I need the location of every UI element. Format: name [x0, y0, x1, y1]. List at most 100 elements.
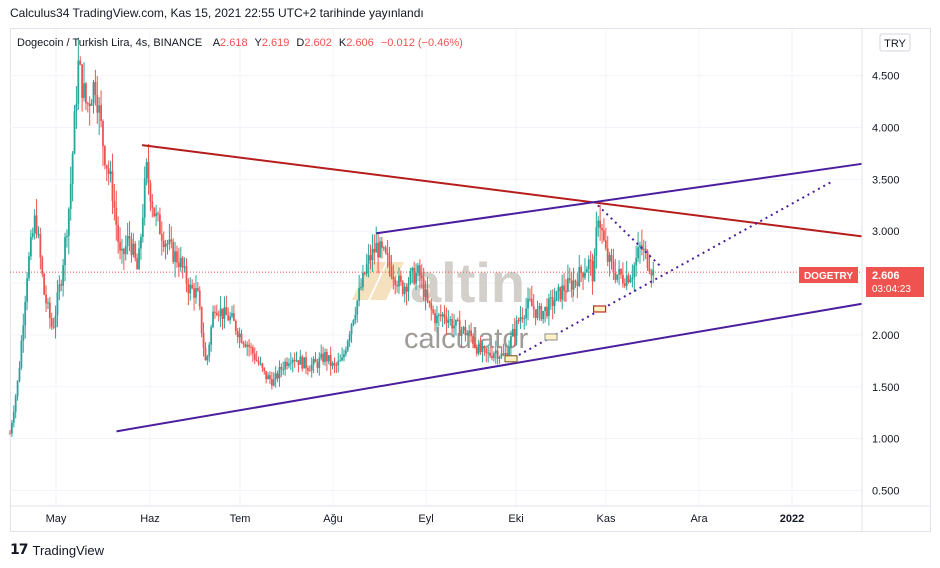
candle-body — [443, 314, 446, 318]
candle-body — [94, 82, 97, 95]
currency-label: TRY — [884, 38, 906, 50]
publish-line: Calculus34 TradingView.com, Kas 15, 2021… — [10, 6, 424, 20]
footer[interactable]: 17 TradingView — [10, 542, 104, 558]
candle-body — [449, 319, 452, 321]
candle-body — [379, 241, 381, 258]
candle-body — [117, 224, 120, 242]
candle-body — [642, 248, 645, 250]
chart-frame[interactable] — [10, 28, 931, 532]
svg-text:Dogecoin / Turkish Lira, 4s, B: Dogecoin / Turkish Lira, 4s, BINANCE A2.… — [17, 37, 463, 49]
candle-body — [301, 356, 304, 369]
candle-body — [417, 265, 419, 273]
candle-body — [85, 83, 87, 104]
candle-body — [394, 279, 397, 286]
candle-body — [217, 314, 220, 316]
candle-body — [177, 262, 180, 268]
candle-body — [388, 255, 391, 267]
time-axis[interactable]: May Haz Tem Ağu Eyl Eki Kas Ara 2022 — [10, 505, 930, 525]
legend-close-label: K — [339, 37, 347, 49]
upper-channel-line[interactable] — [376, 162, 863, 235]
candle-body — [299, 356, 302, 365]
candle-body — [553, 300, 556, 306]
candle-body — [22, 325, 25, 341]
lower-channel-line[interactable] — [116, 302, 863, 433]
candle-body — [595, 227, 598, 256]
legend-change: −0.012 (−0.46%) — [381, 37, 463, 49]
candle-body — [430, 303, 433, 310]
candle-body — [122, 248, 125, 255]
candle-body — [10, 422, 13, 434]
candle-body — [333, 363, 336, 365]
candle-body — [523, 318, 526, 320]
candle-body — [238, 333, 241, 338]
candle-body — [555, 291, 558, 301]
candle-body — [14, 396, 17, 412]
candle-body — [41, 257, 44, 274]
candle-body — [329, 355, 332, 366]
candle-body — [434, 313, 436, 324]
candle-body — [196, 288, 199, 291]
candle-body — [31, 233, 34, 237]
candle-body — [331, 363, 334, 366]
candle-body — [278, 366, 281, 379]
trade-marker[interactable] — [544, 333, 558, 341]
candle-body — [604, 240, 607, 249]
candle-body — [28, 256, 30, 279]
candle-body — [193, 288, 195, 298]
candle-body — [297, 360, 300, 365]
candle-body — [401, 281, 404, 294]
resistance-trendline[interactable] — [141, 144, 863, 238]
candle-body — [272, 379, 275, 386]
candle-body — [479, 344, 482, 352]
candle-body — [212, 311, 214, 328]
legend-open-value: 2.618 — [220, 37, 248, 49]
candle-body — [121, 248, 123, 251]
trade-marker[interactable] — [504, 355, 518, 363]
candle-body — [639, 245, 641, 248]
candle-body — [540, 306, 543, 320]
candle-body — [223, 307, 226, 319]
currency-button[interactable]: TRY — [879, 33, 911, 52]
candle-body — [105, 165, 108, 169]
candle-body — [107, 168, 110, 174]
candle-body — [200, 306, 203, 334]
trade-marker[interactable] — [592, 305, 607, 313]
candle-body — [373, 248, 376, 253]
candle-body — [250, 346, 252, 348]
candle-body — [578, 266, 581, 286]
legend-open-label: A — [213, 37, 221, 49]
candle-body — [618, 269, 621, 275]
candle-body — [136, 258, 139, 270]
candle-body — [102, 121, 104, 147]
candle-body — [633, 265, 636, 278]
y-tick-label: 4.000 — [872, 123, 900, 135]
candle-body — [337, 361, 340, 366]
legend-close-value: 2.606 — [346, 37, 374, 49]
dotted-projection-line[interactable] — [507, 180, 833, 362]
candle-body — [83, 83, 85, 98]
candle-body — [253, 353, 256, 360]
candle-body — [255, 359, 258, 361]
candle-body — [225, 307, 228, 316]
candle-body — [631, 277, 634, 280]
candle-body — [88, 103, 91, 106]
candle-body — [576, 281, 579, 286]
candle-body — [140, 236, 142, 249]
candle-body — [138, 248, 140, 270]
candle-body — [244, 344, 247, 347]
candle-body — [521, 317, 524, 319]
candle-body — [635, 258, 638, 266]
candle-body — [629, 279, 632, 283]
candle-body — [289, 362, 292, 364]
candle-body — [305, 357, 307, 369]
candle-body — [45, 294, 47, 304]
x-tick-label: Kas — [597, 513, 616, 525]
candle-body — [37, 234, 40, 236]
candle-body — [198, 290, 201, 307]
candle-body — [354, 314, 357, 320]
candle-body — [52, 326, 55, 328]
candle-body — [62, 265, 65, 286]
candle-body — [64, 237, 66, 266]
legend: Dogecoin / Turkish Lira, 4s, BINANCE A2.… — [17, 37, 463, 49]
